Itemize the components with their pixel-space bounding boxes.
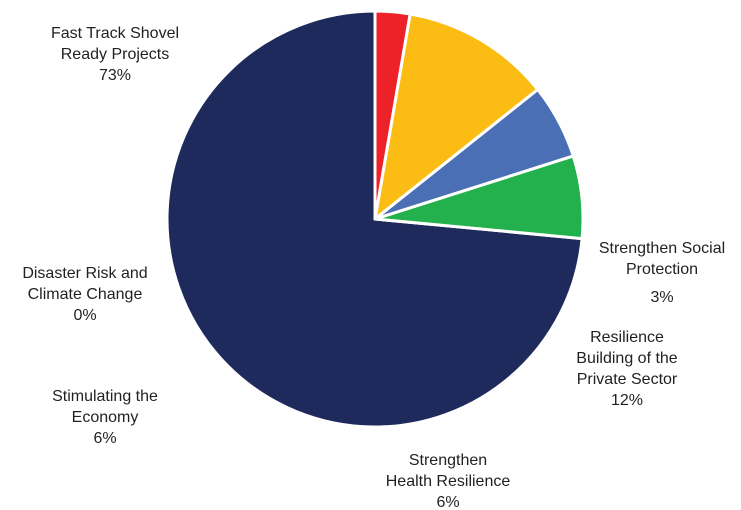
slice-percent-label: 73% (99, 67, 131, 84)
slice-label-disaster-risk: Disaster Risk and Climate Change 0% (22, 265, 147, 324)
pie-slices (165, 9, 585, 429)
slice-label-line: Stimulating the (52, 388, 158, 405)
slice-percent-label: 6% (93, 430, 116, 447)
slice-label-stimulating: Stimulating the Economy 6% (52, 388, 158, 447)
slice-label-line: Strengthen Social (599, 240, 725, 257)
pie-slice-social (373, 9, 412, 221)
slice-percent-label: 6% (436, 494, 459, 510)
slice-label-line: Strengthen (409, 452, 487, 469)
slice-label-line: Fast Track Shovel (51, 25, 179, 42)
slice-label-fast-track: Fast Track Shovel Ready Projects 73% (51, 25, 179, 84)
slice-percent-label: 0% (73, 307, 96, 324)
slice-label-line: Protection (626, 261, 698, 278)
slice-labels: Fast Track Shovel Ready Projects 73% Disast… (22, 25, 725, 510)
slice-label-line: Resilience (590, 329, 664, 346)
slice-label-social: Strengthen Social Protection 3% (599, 240, 725, 306)
slice-label-line: Ready Projects (61, 46, 170, 63)
slice-label-health: Strengthen Health Resilience 6% (386, 452, 511, 510)
slice-label-line: Building of the (576, 350, 678, 367)
slice-percent-label: 3% (650, 289, 673, 306)
slice-percent-label: 12% (611, 392, 643, 409)
slice-label-line: Climate Change (28, 286, 143, 303)
slice-label-private-sector: Resilience Building of the Private Sector 1… (576, 329, 678, 409)
slice-label-line: Economy (72, 409, 139, 426)
slice-label-line: Private Sector (577, 371, 678, 388)
slice-label-line: Health Resilience (386, 473, 511, 490)
slice-label-line: Disaster Risk and (22, 265, 147, 282)
pie-slice-private-sector (373, 12, 540, 221)
